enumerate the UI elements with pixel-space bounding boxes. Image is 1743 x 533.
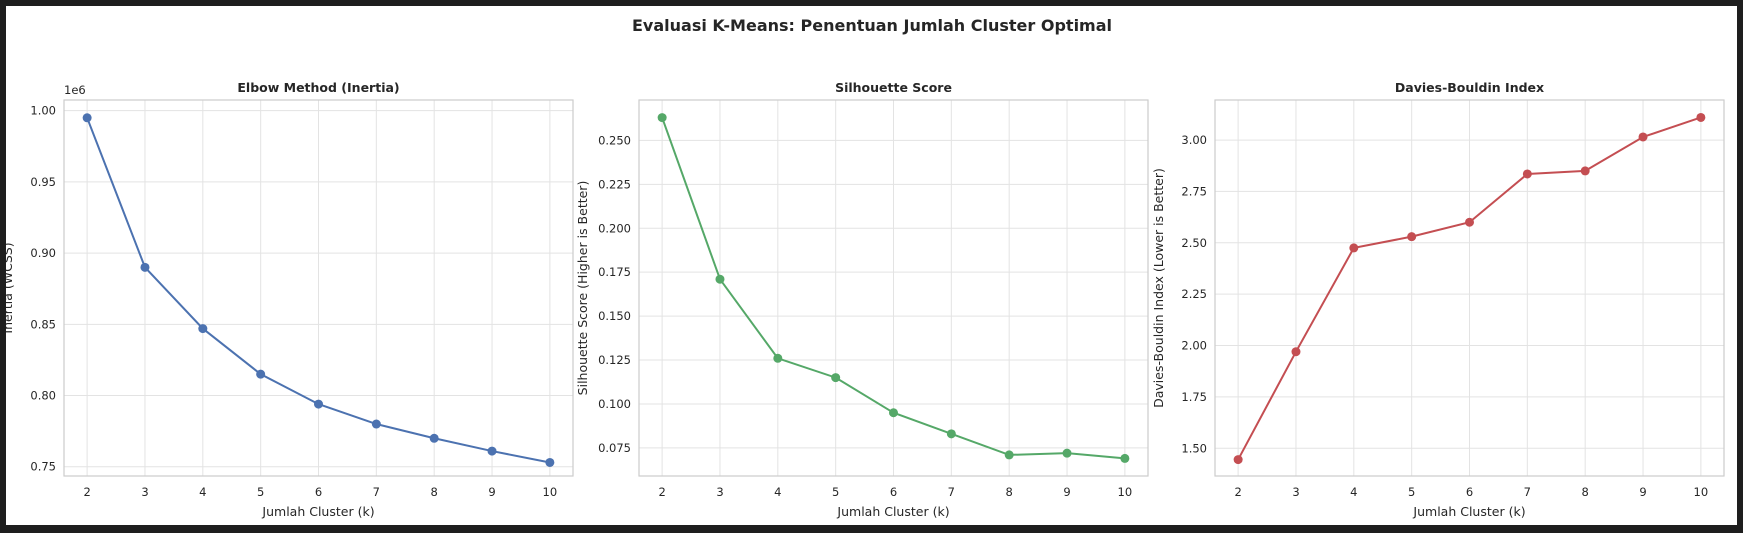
chart-title: Davies-Bouldin Index: [1395, 80, 1544, 95]
data-point: [198, 324, 208, 334]
y-axis-label: Inertia (WCSS): [6, 242, 15, 333]
y-tick-label: 2.25: [1181, 287, 1207, 301]
y-tick-label: 0.225: [598, 177, 631, 191]
y-tick-label: 0.95: [30, 175, 56, 189]
y-tick-label: 0.150: [598, 309, 631, 323]
x-tick-label: 7: [1524, 485, 1531, 499]
x-axis-label: Jumlah Cluster (k): [261, 504, 374, 519]
data-point: [429, 433, 439, 443]
x-tick-label: 10: [543, 485, 558, 499]
x-tick-label: 8: [1006, 485, 1013, 499]
x-tick-label: 4: [1350, 485, 1357, 499]
y-tick-label: 0.100: [598, 397, 631, 411]
y-tick-label: 3.00: [1181, 133, 1207, 147]
data-point: [256, 369, 266, 379]
x-tick-label: 8: [431, 485, 438, 499]
chart-title: Silhouette Score: [835, 80, 952, 95]
data-point: [1349, 243, 1359, 253]
data-point: [1580, 166, 1590, 176]
x-tick-label: 2: [1234, 485, 1241, 499]
x-tick-label: 5: [832, 485, 839, 499]
data-point: [715, 274, 725, 284]
x-tick-label: 4: [199, 485, 206, 499]
x-tick-label: 8: [1582, 485, 1589, 499]
x-tick-label: 6: [1466, 485, 1473, 499]
y-tick-label: 0.075: [598, 441, 631, 455]
data-point: [371, 419, 381, 429]
figure-canvas: Evaluasi K-Means: Penentuan Jumlah Clust…: [6, 6, 1737, 525]
chart-panel-davies: 2 3 4 5 6 7 8 9 10 1.50 1.75 2.00 2.25 2.50 2.75 3.00 Da…: [1151, 80, 1725, 519]
y-tick-label: 0.85: [30, 317, 56, 331]
data-point: [773, 353, 783, 363]
data-point: [1465, 217, 1474, 227]
x-tick-label: 10: [1694, 485, 1709, 499]
data-point: [82, 113, 92, 123]
data-point: [314, 399, 323, 409]
data-point: [545, 457, 555, 467]
y-tick-label: 1.00: [30, 104, 56, 118]
x-tick-label: 2: [83, 485, 90, 499]
figure-suptitle: Evaluasi K-Means: Penentuan Jumlah Clust…: [632, 16, 1112, 35]
y-tick-label: 2.00: [1181, 339, 1207, 353]
x-tick-label: 2: [658, 485, 665, 499]
x-tick-label: 5: [257, 485, 264, 499]
y-tick-label: 0.175: [598, 265, 631, 279]
data-point: [1120, 453, 1130, 463]
y-tick-label: 2.50: [1181, 236, 1207, 250]
x-tick-label: 6: [315, 485, 322, 499]
chart-panel-silhouette: 2 3 4 5 6 7 8 9 10 0.075 0.100 0.125 0.150 0.175 0.200…: [575, 80, 1149, 519]
x-tick-label: 3: [1292, 485, 1299, 499]
data-point: [140, 262, 150, 272]
x-tick-label: 3: [716, 485, 723, 499]
x-tick-label: 3: [141, 485, 148, 499]
chart-panel-elbow: 2 3 4 5 6 7 8 9 10 0.75 0.80 0.85 0.90 0.95 1.00 1e6 Elb…: [6, 80, 574, 519]
axes-frame: [638, 99, 1149, 477]
axes-frame: [63, 99, 574, 477]
data-point: [831, 373, 841, 383]
data-point: [1638, 132, 1648, 142]
y-tick-label: 0.80: [30, 389, 56, 403]
data-point: [1407, 232, 1417, 242]
data-point: [487, 446, 497, 456]
data-point: [1062, 448, 1072, 458]
y-tick-label: 0.200: [598, 221, 631, 235]
data-point: [1696, 112, 1706, 122]
data-point: [657, 113, 667, 123]
x-axis-label: Jumlah Cluster (k): [1412, 504, 1525, 519]
x-tick-label: 4: [774, 485, 781, 499]
y-tick-label: 2.75: [1181, 184, 1207, 198]
axes-frame: [1214, 99, 1725, 477]
data-point: [1004, 450, 1014, 460]
x-tick-label: 9: [1639, 485, 1646, 499]
x-axis-label: Jumlah Cluster (k): [836, 504, 949, 519]
y-tick-label: 0.125: [598, 353, 631, 367]
x-tick-label: 7: [373, 485, 380, 499]
y-tick-label: 0.250: [598, 133, 631, 147]
data-point: [1291, 347, 1301, 357]
chart-title: Elbow Method (Inertia): [237, 80, 399, 95]
y-axis-label: Davies-Bouldin Index (Lower is Better): [1151, 168, 1166, 408]
x-tick-label: 7: [948, 485, 955, 499]
y-offset-label: 1e6: [64, 83, 86, 97]
data-point: [889, 408, 898, 418]
y-tick-label: 1.75: [1181, 390, 1207, 404]
y-tick-label: 1.50: [1181, 441, 1207, 455]
y-tick-label: 0.75: [30, 460, 56, 474]
x-tick-label: 6: [890, 485, 897, 499]
y-tick-label: 0.90: [30, 246, 56, 260]
data-point: [1522, 169, 1532, 179]
x-tick-label: 9: [1063, 485, 1070, 499]
x-tick-label: 5: [1408, 485, 1415, 499]
y-axis-label: Silhouette Score (Higher is Better): [575, 181, 590, 396]
data-point: [1233, 455, 1243, 465]
x-tick-label: 9: [488, 485, 495, 499]
data-point: [946, 429, 956, 439]
figure-svg: Evaluasi K-Means: Penentuan Jumlah Clust…: [6, 16, 1725, 519]
x-tick-label: 10: [1118, 485, 1133, 499]
